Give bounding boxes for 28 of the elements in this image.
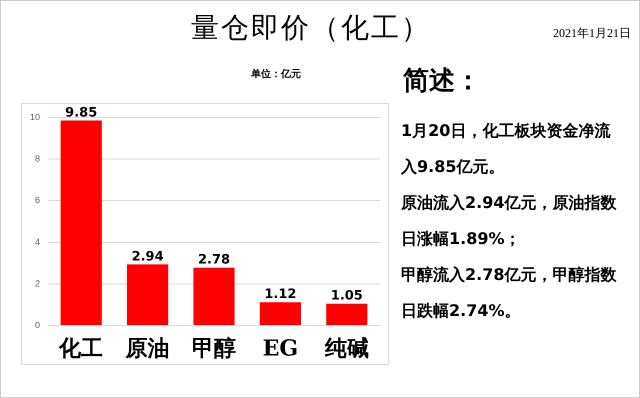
text: 1月20日，化工板块资金净流入9.85亿元。 (401, 120, 612, 178)
x-tick-label: EG (262, 336, 298, 362)
chart-title: 量仓即价（化工） (190, 10, 432, 46)
text: 2021年1月21日 (553, 25, 631, 42)
text: 甲醇流入2.78亿元，甲醇指数日跌幅2.74%。 (401, 264, 618, 322)
y-tick-label: 10 (30, 112, 40, 122)
data-label: 2.78 (198, 252, 230, 268)
y-tick-label: 6 (34, 195, 40, 206)
y-tick-label: 4 (34, 236, 40, 247)
y-tick-label: 2 (34, 278, 40, 288)
y-tick-label: 0 (34, 320, 40, 330)
data-label: 9.85 (65, 105, 98, 120)
text: 原油流入2.94亿元，原油指数日涨幅1.89%； (401, 192, 618, 250)
bar (127, 264, 168, 326)
data-label: 2.94 (132, 249, 164, 264)
bar (60, 120, 102, 326)
bar (260, 302, 301, 326)
data-label: 1.05 (330, 288, 363, 304)
x-tick-label: 纯碱 (324, 336, 369, 362)
text: 单位：亿元 (251, 68, 301, 81)
x-tick-label: 甲醇 (192, 336, 236, 362)
bar (193, 268, 235, 326)
x-tick-label: 原油 (124, 336, 170, 362)
text: 简述： (403, 65, 481, 98)
y-tick-label: 8 (34, 154, 40, 164)
bar (326, 304, 368, 326)
data-label: 1.12 (264, 287, 296, 302)
x-tick-label: 化工 (58, 336, 104, 362)
